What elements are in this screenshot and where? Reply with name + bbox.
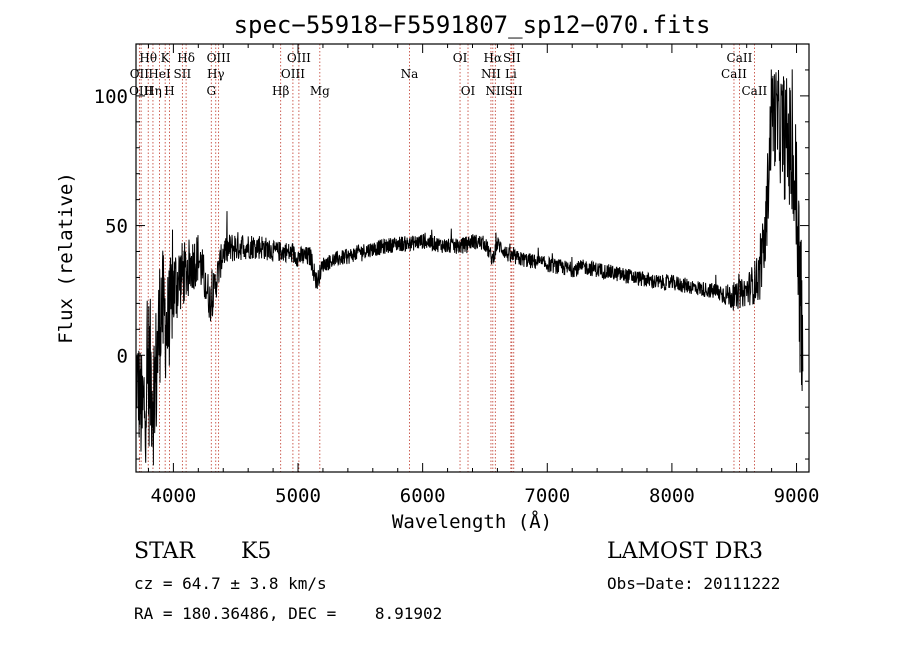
spectral-line-label: H <box>164 84 174 98</box>
x-axis-label: Wavelength (Å) <box>392 510 552 533</box>
subclass: K5 <box>241 539 271 564</box>
spectral-line-label: CaII <box>727 51 753 65</box>
spectral-line-label: Hδ <box>177 51 195 65</box>
spectral-line-label: Hθ <box>139 51 157 65</box>
spectral-line-label: CaII <box>721 67 747 81</box>
spectral-line-label: OI <box>453 51 468 65</box>
y-tick-label: 0 <box>117 345 128 367</box>
y-axis-label: Flux (relative) <box>55 172 77 344</box>
spectral-line-label: G <box>206 84 216 98</box>
spectral-line-label: Hβ <box>272 84 289 98</box>
spectral-line-label: OIII <box>207 51 231 65</box>
x-tick-label: 8000 <box>649 485 695 507</box>
chart-title: spec−55918−F5591807_sp12−070.fits <box>234 11 711 39</box>
spectral-line-label: OIII <box>281 67 305 81</box>
spectral-line-label: NII <box>481 67 501 81</box>
spectral-line-label: OIII <box>129 84 153 98</box>
spectral-line-label: OII <box>130 67 150 81</box>
spectral-line-label: SII <box>174 67 192 81</box>
x-tick-label: 6000 <box>400 485 446 507</box>
survey-name: LAMOST DR3 <box>607 539 763 564</box>
spectral-line-label: OIII <box>287 51 311 65</box>
spectrum-curve <box>135 69 804 466</box>
redshift-cz: cz = 64.7 ± 3.8 km/s <box>134 574 327 593</box>
y-tick-label: 50 <box>105 216 128 238</box>
spectral-line-label: Mg <box>310 84 330 98</box>
spectral-line-label: SII <box>505 84 523 98</box>
y-axis-ticks: 0 50 100 <box>94 43 809 460</box>
x-tick-label: 4000 <box>151 485 197 507</box>
spectral-line-markers <box>138 44 755 472</box>
spectral-line-label: Hγ <box>207 67 225 81</box>
y-tick-label: 100 <box>94 86 128 108</box>
obs-date: Obs−Date: 20111222 <box>607 574 780 593</box>
x-axis-ticks: 4000 5000 6000 7000 8000 9000 <box>147 44 820 507</box>
spectral-line-label: HeI <box>148 67 171 81</box>
spectral-line-label: Hα <box>484 51 503 65</box>
spectral-line-label: Li <box>505 67 517 81</box>
spectral-line-label: Na <box>401 67 419 81</box>
x-tick-label: 5000 <box>275 485 321 507</box>
spectral-line-label: OI <box>461 84 476 98</box>
coordinates: RA = 180.36486, DEC = 8.91902 <box>134 604 442 623</box>
x-tick-label: 7000 <box>524 485 570 507</box>
spectral-line-label: K <box>161 51 171 65</box>
x-tick-label: 9000 <box>774 485 820 507</box>
spectral-line-label: NII <box>485 84 505 98</box>
object-class: STAR <box>134 539 196 564</box>
spectral-line-label: Hη <box>144 84 162 98</box>
spectral-line-label: CaII <box>741 84 767 98</box>
spectral-line-label: SII <box>503 51 521 65</box>
